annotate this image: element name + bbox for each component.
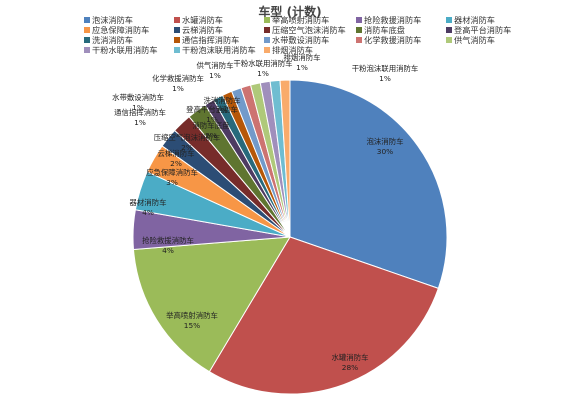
legend-entry: 消防车底盘 [364, 25, 405, 35]
legend-entry: 洗消消防车 [92, 35, 133, 45]
legend-entry: 干粉水联用消防车 [92, 45, 158, 55]
data-label-percent: 1% [296, 63, 308, 72]
legend-swatch [356, 27, 362, 33]
legend-entry: 压缩空气泡沫消防车 [272, 25, 346, 35]
data-label: 泡沫消防车 [367, 137, 404, 146]
data-label-percent: 1% [257, 69, 269, 78]
slice-labels: 泡沫消防车30%水罐消防车28%举高喷射消防车15%抢险救援消防车4%器材消防车… [112, 53, 418, 372]
data-label: 器材消防车 [130, 198, 167, 207]
data-label-percent: 1% [134, 118, 146, 127]
data-label: 应急保障消防车 [146, 168, 198, 177]
legend-swatch [84, 17, 90, 23]
data-label: 供气消防车 [197, 61, 234, 70]
legend-entry: 登高平台消防车 [454, 25, 511, 35]
data-label-percent: 4% [142, 208, 154, 217]
legend-entry: 举高喷射消防车 [272, 15, 329, 25]
legend-entry: 应急保障消防车 [92, 25, 149, 35]
legend-swatch [84, 27, 90, 33]
data-label-percent: 3% [166, 178, 178, 187]
data-label: 排烟消防车 [284, 53, 321, 62]
data-label: 消防车底盘 [193, 121, 231, 130]
data-label: 干粉泡沫联用消防车 [352, 64, 419, 73]
legend-swatch [174, 17, 180, 23]
legend-entry: 抢险救援消防车 [364, 15, 421, 25]
data-label: 化学救援消防车 [152, 74, 204, 83]
data-label-percent: 1% [132, 103, 144, 112]
legend-swatch [174, 37, 180, 43]
legend-swatch [446, 17, 452, 23]
legend-entry: 泡沫消防车 [92, 15, 133, 25]
chart-title: 车型 (计数) [258, 4, 321, 19]
legend-entry: 化学救援消防车 [364, 35, 421, 45]
data-label: 登高平台消防车 [186, 105, 238, 114]
data-label-percent: 1% [172, 84, 184, 93]
data-label: 水带敷设消防车 [112, 93, 164, 102]
legend-swatch [174, 47, 180, 53]
legend-entry: 供气消防车 [454, 35, 495, 45]
data-label: 洗消消防车 [204, 96, 241, 105]
pie-slices [132, 79, 448, 395]
data-label-percent: 4% [162, 246, 174, 255]
data-label-percent: 1% [206, 115, 218, 124]
legend-swatch [264, 47, 270, 53]
data-label-percent: 15% [184, 321, 200, 330]
legend-swatch [84, 37, 90, 43]
data-label: 通信指挥消防车 [114, 108, 166, 117]
data-label-percent: 1% [209, 71, 221, 80]
data-label: 云梯消防车 [158, 149, 195, 158]
legend-swatch [264, 17, 270, 23]
legend-entry: 器材消防车 [454, 15, 495, 25]
data-label-percent: 30% [377, 147, 393, 156]
legend-entry: 水罐消防车 [182, 15, 223, 25]
legend-swatch [356, 17, 362, 23]
data-label: 压缩空气泡沫消防车 [154, 133, 221, 142]
legend-swatch [446, 37, 452, 43]
legend-swatch [174, 27, 180, 33]
legend-swatch [264, 27, 270, 33]
pie-slice [132, 236, 291, 373]
data-label: 水罐消防车 [332, 353, 369, 362]
legend-entry: 云梯消防车 [182, 25, 223, 35]
legend-entry: 水带敷设消防车 [272, 35, 329, 45]
legend-swatch [356, 37, 362, 43]
data-label-percent: 1% [216, 106, 228, 115]
data-label-percent: 1% [379, 74, 391, 83]
data-label-percent: 28% [342, 363, 358, 372]
data-label-percent: 2% [181, 143, 193, 152]
data-label-percent: 2% [205, 131, 217, 140]
legend-entry: 通信指挥消防车 [182, 35, 239, 45]
data-label-percent: 2% [170, 159, 182, 168]
data-label: 抢险救援消防车 [142, 236, 194, 245]
pie-slice [289, 79, 448, 289]
data-label: 举高喷射消防车 [166, 311, 218, 320]
legend-swatch [446, 27, 452, 33]
legend-entry: 排烟消防车 [272, 45, 313, 55]
legend-swatch [264, 37, 270, 43]
legend-swatch [84, 47, 90, 53]
legend-entry: 干粉泡沫联用消防车 [182, 45, 256, 55]
data-label: 干粉水联用消防车 [233, 59, 292, 68]
pie-slice [279, 79, 291, 238]
